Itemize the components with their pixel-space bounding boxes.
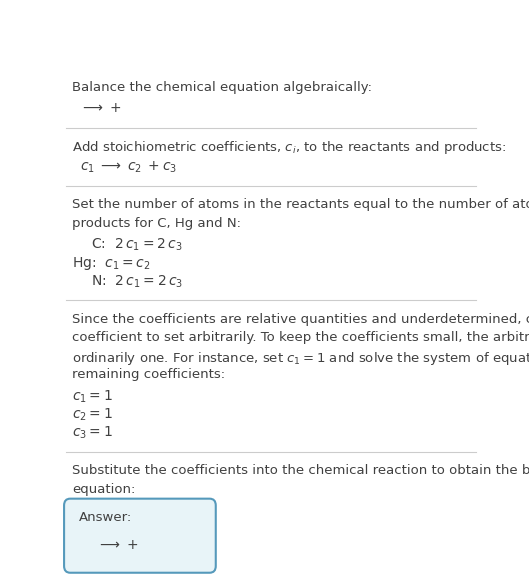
Text: products for C, Hg and N:: products for C, Hg and N: bbox=[72, 217, 241, 230]
FancyBboxPatch shape bbox=[64, 498, 216, 573]
Text: Add stoichiometric coefficients, $c_i$, to the reactants and products:: Add stoichiometric coefficients, $c_i$, … bbox=[72, 139, 506, 156]
Text: $\longrightarrow$ +: $\longrightarrow$ + bbox=[97, 538, 139, 552]
Text: C:  $2\,c_1 = 2\,c_3$: C: $2\,c_1 = 2\,c_3$ bbox=[91, 237, 183, 254]
Text: $c_2 = 1$: $c_2 = 1$ bbox=[72, 407, 113, 423]
Text: $c_1 = 1$: $c_1 = 1$ bbox=[72, 388, 113, 405]
Text: Answer:: Answer: bbox=[78, 511, 132, 524]
Text: equation:: equation: bbox=[72, 483, 135, 496]
Text: $c_3 = 1$: $c_3 = 1$ bbox=[72, 425, 113, 441]
Text: Substitute the coefficients into the chemical reaction to obtain the balanced: Substitute the coefficients into the che… bbox=[72, 464, 529, 477]
Text: Since the coefficients are relative quantities and underdetermined, choose a: Since the coefficients are relative quan… bbox=[72, 313, 529, 326]
Text: coefficient to set arbitrarily. To keep the coefficients small, the arbitrary va: coefficient to set arbitrarily. To keep … bbox=[72, 331, 529, 344]
Text: $c_1\;\longrightarrow\;c_2\;+c_3$: $c_1\;\longrightarrow\;c_2\;+c_3$ bbox=[80, 159, 178, 175]
Text: N:  $2\,c_1 = 2\,c_3$: N: $2\,c_1 = 2\,c_3$ bbox=[91, 274, 183, 290]
Text: remaining coefficients:: remaining coefficients: bbox=[72, 368, 225, 381]
Text: $\longrightarrow$ +: $\longrightarrow$ + bbox=[80, 101, 122, 115]
Text: Set the number of atoms in the reactants equal to the number of atoms in the: Set the number of atoms in the reactants… bbox=[72, 198, 529, 212]
Text: Balance the chemical equation algebraically:: Balance the chemical equation algebraica… bbox=[72, 81, 372, 94]
Text: Hg:  $c_1 = c_2$: Hg: $c_1 = c_2$ bbox=[72, 255, 151, 272]
Text: ordinarily one. For instance, set $c_1 = 1$ and solve the system of equations fo: ordinarily one. For instance, set $c_1 =… bbox=[72, 350, 529, 367]
